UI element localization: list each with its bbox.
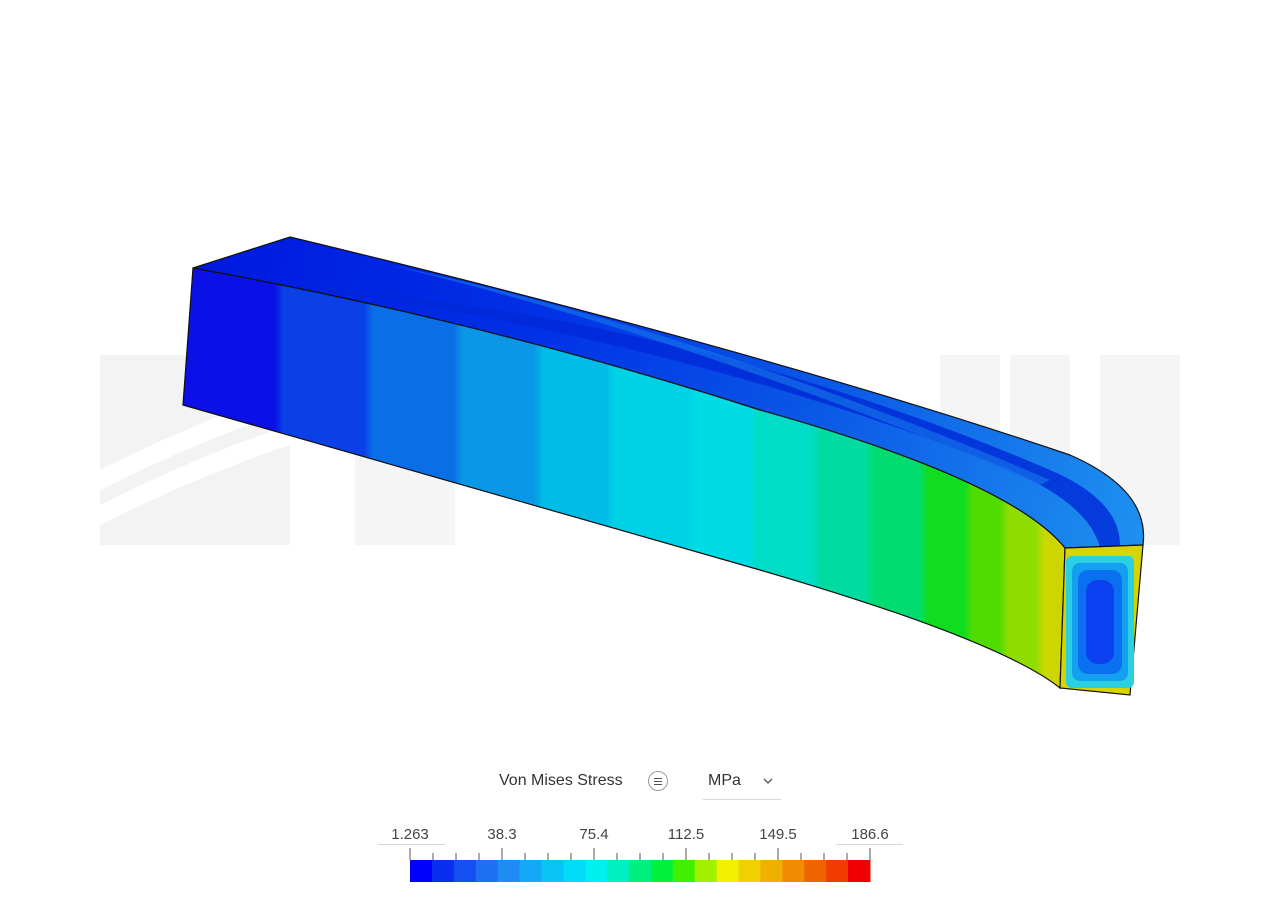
unit-label: MPa: [708, 772, 741, 789]
stress-model[interactable]: [182, 236, 1145, 696]
colorbar-segment: [804, 860, 827, 882]
beam-end-face: [1059, 544, 1144, 696]
colorbar-segment: [475, 860, 499, 882]
colorbar-segment: [629, 860, 652, 882]
colorbar-segment: [453, 860, 477, 882]
colorbar-tick-label: 75.4: [579, 826, 609, 843]
colorbar-segment: [738, 860, 761, 882]
colorbar: [409, 848, 871, 882]
colorbar-segment: [410, 860, 433, 882]
colorbar-segment: [650, 860, 674, 882]
unit-select[interactable]: MPa: [703, 770, 781, 800]
colorbar-segment: [848, 860, 871, 882]
colorbar-segment: [519, 860, 542, 882]
colorbar-tick-label: 1.263: [391, 826, 429, 843]
colorbar-segment: [694, 860, 718, 882]
chevron-down-icon: [763, 778, 773, 784]
tick-label-underline: [836, 844, 903, 845]
colorbar-segment: [826, 860, 849, 882]
legend-menu-icon[interactable]: [648, 771, 668, 791]
colorbar-segment: [497, 860, 521, 882]
colorbar-tick-label: 186.6: [851, 826, 889, 843]
colorbar-tick-label: 149.5: [759, 826, 797, 843]
colorbar-segment: [716, 860, 740, 882]
colorbar-segment: [782, 860, 805, 882]
legend-title: Von Mises Stress: [499, 772, 623, 789]
colorbar-segment: [607, 860, 630, 882]
colorbar-segment: [541, 860, 564, 882]
colorbar-segment: [760, 860, 783, 882]
colorbar-segment: [563, 860, 586, 882]
colorbar-segment: [585, 860, 608, 882]
colorbar-segment: [672, 860, 696, 882]
colorbar-tick-label: 112.5: [667, 826, 705, 843]
colorbar-tick-label: 38.3: [487, 826, 517, 843]
colorbar-segment: [431, 860, 455, 882]
tick-label-underline: [378, 844, 445, 845]
